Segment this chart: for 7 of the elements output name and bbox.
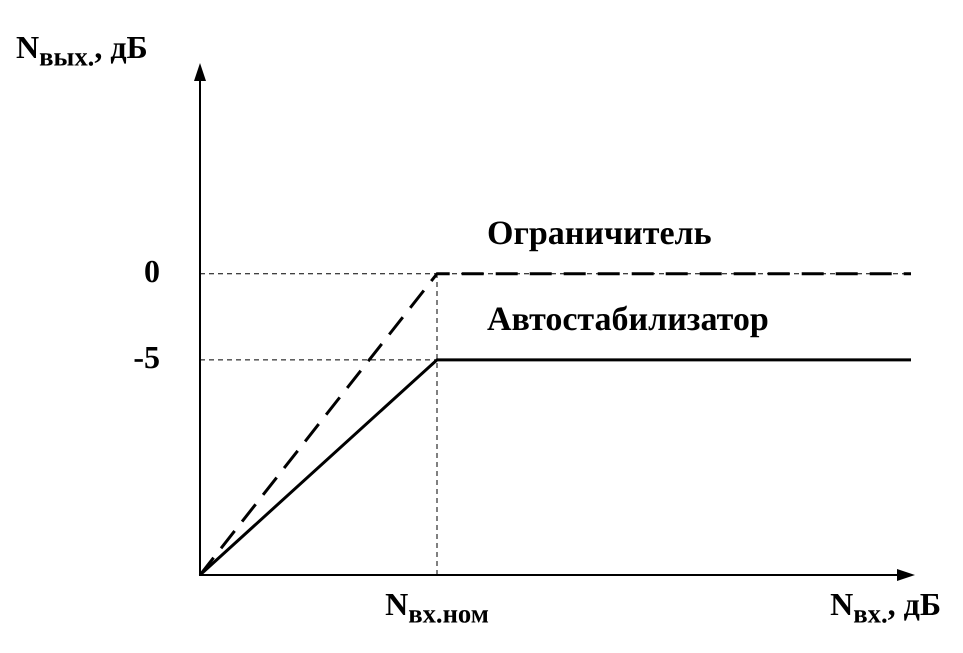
series-label: Ограничитель	[487, 214, 712, 252]
y-axis-title: N$_{вых.}$, дБ	[16, 29, 148, 72]
y-tick-label: 0	[144, 253, 160, 290]
x-tick-label: N$_{вх.ном}$	[385, 586, 489, 629]
series-label: Автостабилизатор	[487, 300, 769, 338]
x-axis-title: N$_{вх.}$, дБ	[830, 586, 941, 629]
y-tick-label: -5	[133, 339, 160, 376]
